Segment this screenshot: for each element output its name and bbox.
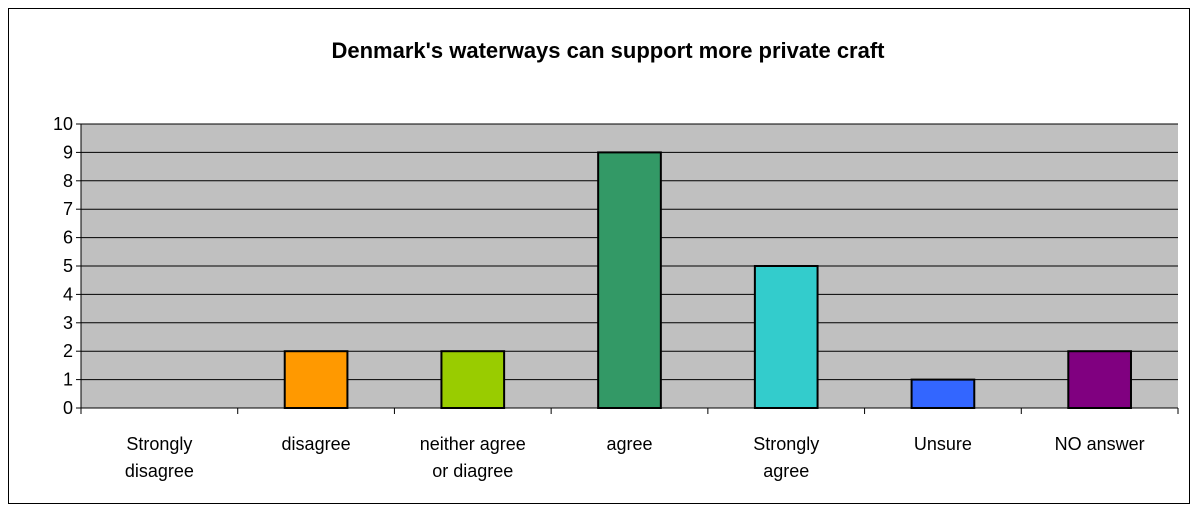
x-tick-label: neither agree: [420, 434, 526, 454]
y-tick-labels: 0 1 2 3 4 5 6 7 8 9 10: [53, 114, 73, 418]
chart-title: Denmark's waterways can support more pri…: [332, 38, 886, 63]
bar: [283, 350, 349, 410]
y-tick-label: 0: [63, 398, 73, 418]
y-tick-label: 5: [63, 256, 73, 276]
y-tick-label: 2: [63, 341, 73, 361]
y-tick-label: 6: [63, 228, 73, 248]
x-tick-labels: Strongly disagree disagree neither agree or …: [125, 434, 1145, 481]
x-tick-label: or diagree: [432, 461, 513, 481]
x-tick-label: disagree: [125, 461, 194, 481]
y-tick-label: 3: [63, 313, 73, 333]
bars: [283, 151, 1132, 410]
bar: [440, 350, 506, 410]
bar-chart: Denmark's waterways can support more pri…: [53, 38, 1179, 481]
x-tick-label: Strongly: [126, 434, 192, 454]
x-tick-label: disagree: [282, 434, 351, 454]
axes: [76, 123, 1179, 414]
bar: [910, 378, 976, 410]
y-tick-label: 7: [63, 199, 73, 219]
chart-frame: Denmark's waterways can support more pri…: [8, 8, 1190, 504]
y-tick-label: 1: [63, 370, 73, 390]
x-tick-label: agree: [606, 434, 652, 454]
bar: [753, 265, 819, 409]
x-tick-label: NO answer: [1055, 434, 1145, 454]
bar: [1067, 350, 1132, 410]
x-tick-label: Strongly: [753, 434, 819, 454]
x-tick-label: Unsure: [914, 434, 972, 454]
y-tick-label: 9: [63, 142, 73, 162]
y-tick-label: 4: [63, 284, 73, 304]
bar: [597, 151, 662, 409]
y-tick-label: 8: [63, 171, 73, 191]
x-tick-label: agree: [763, 461, 809, 481]
y-tick-label: 10: [53, 114, 73, 134]
